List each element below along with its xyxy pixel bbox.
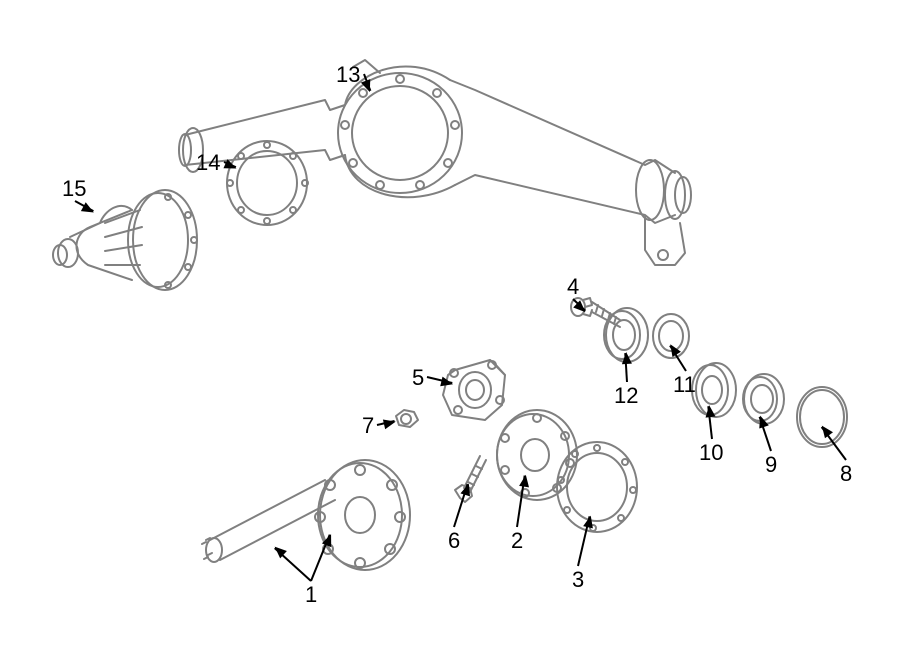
- callout-arrow-7: [377, 420, 395, 426]
- callout-label-13: 13: [336, 62, 360, 88]
- callout-arrow-10: [707, 406, 713, 439]
- callout-label-8: 8: [840, 461, 852, 487]
- callout-label-9: 9: [765, 452, 777, 478]
- callout-label-5: 5: [412, 365, 424, 391]
- callout-arrow-14: [223, 161, 235, 168]
- callout-label-12: 12: [614, 383, 638, 409]
- callout-label-11: 11: [673, 372, 696, 398]
- part-bolt: [450, 450, 490, 505]
- part-axle-shaft: [200, 445, 420, 590]
- part-bearing-retainer: [440, 355, 510, 425]
- callout-label-6: 6: [448, 528, 460, 554]
- part-differential: [50, 185, 200, 305]
- part-o-ring: [795, 385, 850, 450]
- callout-arrow-12: [624, 353, 628, 382]
- callout-label-3: 3: [572, 567, 584, 593]
- diagram-canvas: 123456789101112131415: [0, 0, 900, 661]
- callout-label-10: 10: [699, 440, 723, 466]
- part-gasket: [555, 440, 640, 535]
- callout-label-1: 1: [305, 582, 317, 608]
- callout-label-4: 4: [567, 274, 579, 300]
- part-housing-gasket: [225, 138, 310, 228]
- callout-label-7: 7: [362, 413, 374, 439]
- callout-label-2: 2: [511, 528, 523, 554]
- callout-label-15: 15: [62, 176, 86, 202]
- callout-label-14: 14: [196, 150, 220, 176]
